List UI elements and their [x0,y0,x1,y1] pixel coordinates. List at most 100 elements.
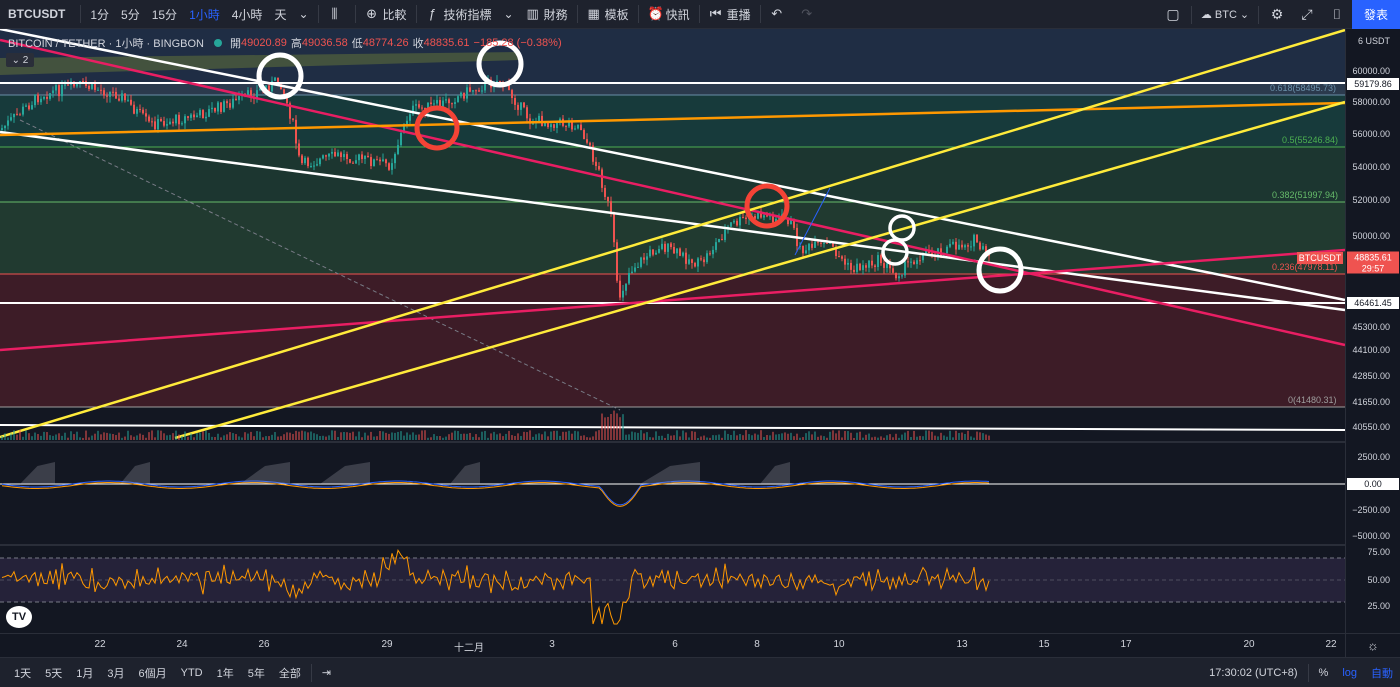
candle-body [526,107,528,119]
candle-body [964,245,966,248]
range-1d[interactable]: 1天 [14,667,32,680]
candle-body [268,85,270,92]
range-3m[interactable]: 3月 [107,667,125,680]
chart-canvas[interactable] [0,29,1400,657]
volume-bar [601,413,603,440]
compare-button[interactable]: ⊕ 比較 [359,0,413,29]
indicators-button[interactable]: ƒ 技術指標 [420,0,498,29]
candle-body [97,89,99,91]
settings-button[interactable]: ⚙ [1262,0,1292,29]
interval-4h[interactable]: 4小時 [231,7,263,22]
candle-body [364,155,366,160]
candle-body [136,109,138,114]
low-value: 48774.26 [362,37,409,49]
candle-body [391,163,393,170]
fib-zone-236 [0,202,1345,274]
price-axis[interactable]: 6 USDT 60000.00 59179.86 58000.00 56000.… [1345,29,1400,633]
volume-bar [211,436,213,440]
interval-dropdown[interactable]: ⌄ [292,0,314,29]
volume-bar [190,433,192,440]
interval-1m[interactable]: 1分 [90,7,110,22]
layout-button[interactable]: ▢ [1158,0,1188,29]
candle-body [889,263,891,269]
volume-bar [640,430,642,440]
volume-bar [331,430,333,440]
goto-date-button[interactable]: ⇥ [315,666,338,679]
candle-body [340,152,342,158]
range-5y[interactable]: 5年 [247,667,265,680]
calendar-goto-icon: ⇥ [321,667,332,679]
candle-body [622,290,624,298]
volume-bar [169,434,171,440]
hline-price-label: 59179.86 [1347,78,1399,90]
currency-label: BTC [1214,8,1237,21]
candle-body [616,242,618,281]
volume-bar [859,431,861,440]
interval-1d[interactable]: 天 [274,7,287,22]
bar-chart-icon: ▥ [526,6,539,21]
undo-button[interactable]: ↶ [764,0,794,29]
financials-button[interactable]: ▥ 財務 [520,0,574,29]
time-axis[interactable]: 22 24 26 29 十二月 3 6 8 10 13 15 17 20 22 [0,633,1345,657]
currency-button[interactable]: ☁ BTC ⌄ [1195,0,1255,29]
candle-body [319,158,321,165]
volume-bar [856,432,858,440]
redo-button[interactable]: ↷ [794,0,824,29]
candle-body [715,242,717,250]
symbol-search[interactable]: BTCUSDT [8,7,66,21]
publish-button[interactable]: 發表 [1352,0,1400,29]
candle-body [148,116,150,122]
range-6m[interactable]: 6個月 [138,667,167,680]
volume-bar [571,433,573,440]
volume-bar [334,430,336,440]
candle-body [220,102,222,112]
volume-bar [241,437,243,440]
candle-body [478,90,480,92]
axis-settings-button[interactable]: ☼ [1345,633,1400,657]
percent-toggle[interactable]: % [1318,667,1329,679]
alerts-button[interactable]: ⏰ 快訊 [642,0,696,29]
fullscreen-button[interactable]: ⤢ [1292,0,1322,29]
volume-bar [700,436,702,440]
range-all[interactable]: 全部 [278,667,301,680]
range-1m[interactable]: 1月 [76,667,94,680]
candle-body [919,260,921,262]
candle-body [124,93,126,101]
interval-15m[interactable]: 15分 [151,7,178,22]
candle-body [187,116,189,118]
interval-5m[interactable]: 5分 [121,7,140,22]
alarm-clock-icon: ⏰ [647,6,664,21]
candle-body [817,241,819,243]
templates-button[interactable]: ▦ 模板 [581,0,635,29]
replay-button[interactable]: ⏮ 重播 [703,0,757,29]
candle-body [250,90,252,98]
volume-bar [799,437,801,440]
volume-bar [826,437,828,440]
volume-bar [592,436,594,440]
volume-bar [958,433,960,440]
candle-body [307,157,309,167]
range-5d[interactable]: 5天 [45,667,63,680]
volume-bar [484,430,486,440]
indicators-dropdown[interactable]: ⌄ [498,0,520,29]
right-tools: ▢ ☁ BTC ⌄ ⚙ ⤢ ⌷ [1158,0,1352,29]
range-1y[interactable]: 1年 [216,667,234,680]
candle-body [400,132,402,146]
volume-bar [328,435,330,440]
log-toggle[interactable]: log [1342,667,1357,679]
candle-body [697,258,699,267]
range-ytd[interactable]: YTD [180,666,203,679]
candle-body [574,128,576,130]
chart-type-button[interactable]: ⫼ [322,0,352,29]
auto-toggle[interactable]: 自動 [1371,668,1393,680]
volume-bar [469,432,471,440]
macd-histogram-area [450,462,480,484]
volume-bar [511,435,513,440]
collapse-indicators-button[interactable]: ⌄ 2 [6,53,34,67]
open-value: 49020.89 [240,37,287,49]
snapshot-button[interactable]: ⌷ [1322,0,1352,29]
clock-display[interactable]: 17:30:02 (UTC+8) [1209,667,1298,679]
candle-body [763,215,765,218]
interval-1h[interactable]: 1小時 [189,7,220,22]
candle-body [961,244,963,248]
